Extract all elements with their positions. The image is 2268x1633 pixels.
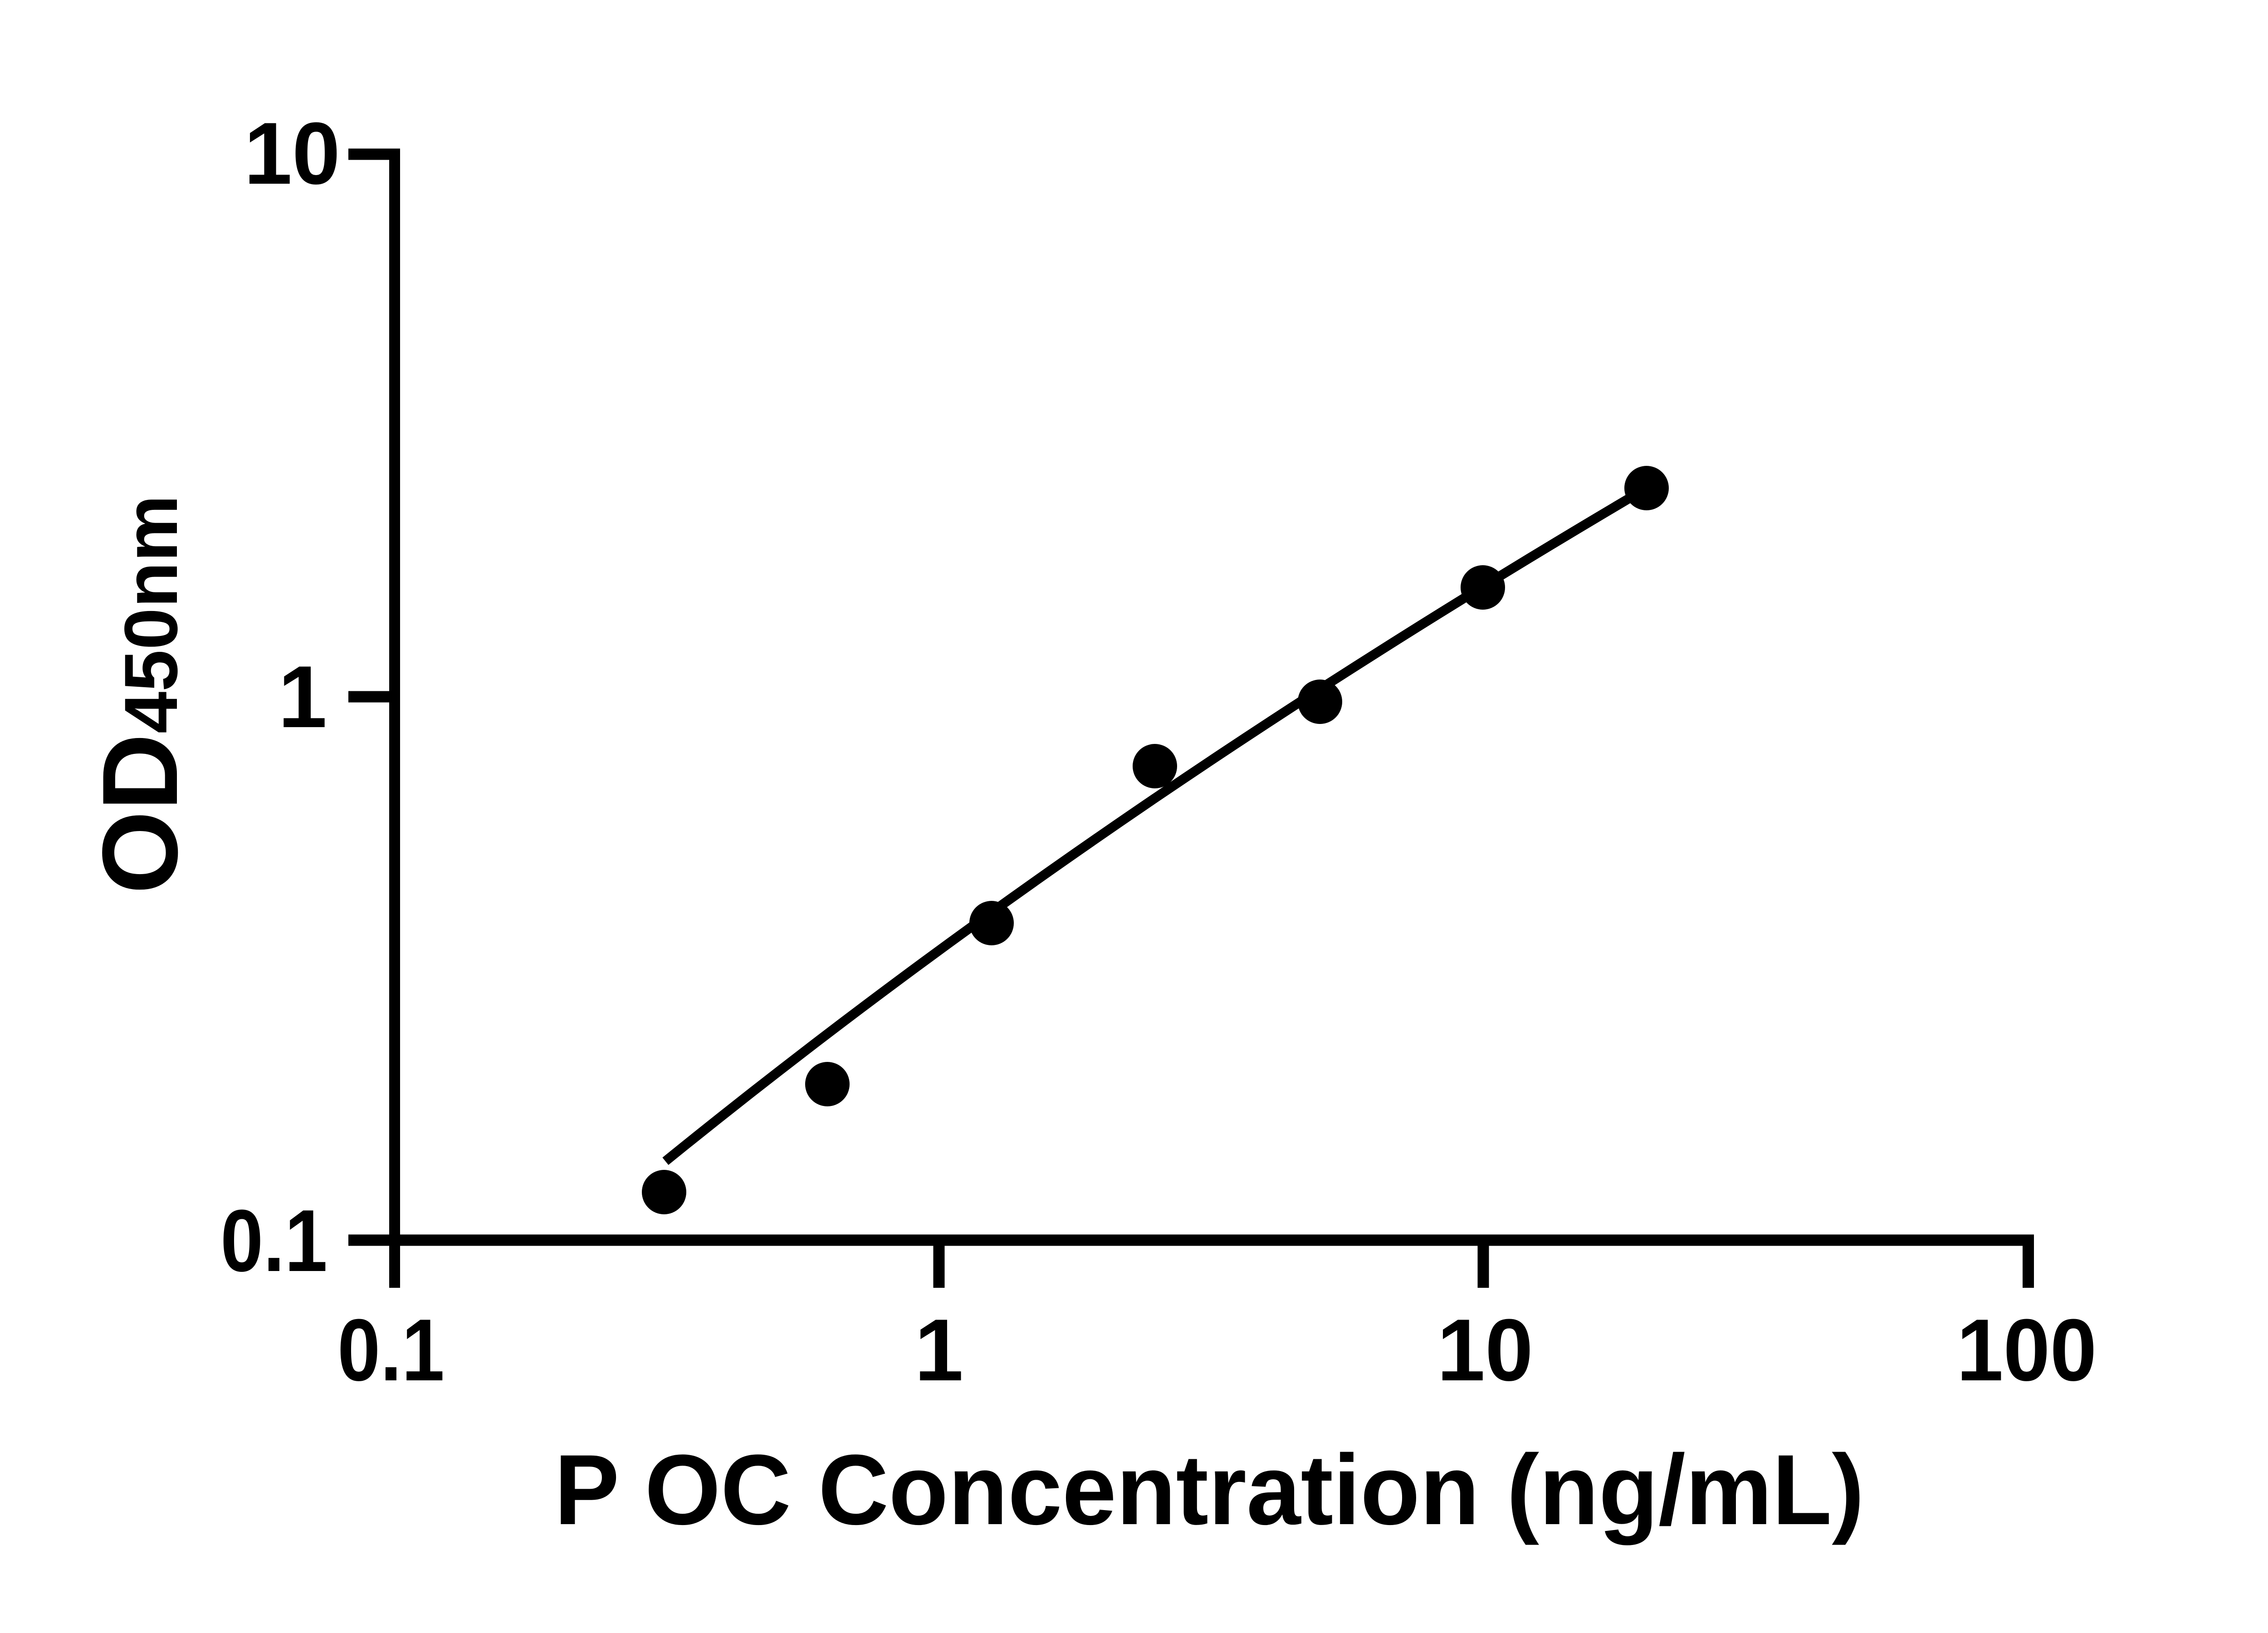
svg-text:0.1: 0.1 <box>337 1301 445 1399</box>
svg-text:P OC Concentration (ng/mL): P OC Concentration (ng/mL) <box>554 1434 1864 1545</box>
svg-text:10: 10 <box>1437 1301 1533 1399</box>
svg-text:1: 1 <box>278 648 327 746</box>
svg-text:1: 1 <box>914 1301 963 1399</box>
svg-text:10: 10 <box>244 104 340 203</box>
svg-text:0.1: 0.1 <box>220 1192 327 1290</box>
svg-text:100: 100 <box>1957 1301 2097 1399</box>
